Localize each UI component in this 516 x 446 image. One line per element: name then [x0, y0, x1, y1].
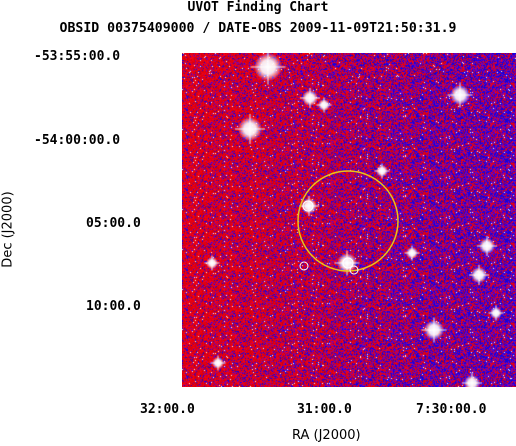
dec-tick-3: 05:00.0 — [86, 216, 141, 231]
source-region-circle — [297, 170, 399, 272]
sky-image-canvas — [182, 53, 516, 387]
dec-tick-2: -54:00:00.0 — [34, 133, 121, 148]
dec-tick-4: 10:00.0 — [86, 299, 141, 314]
ra-tick-3: 7:30:00.0 — [416, 402, 487, 417]
marker-circle — [342, 257, 354, 269]
marker-circle — [349, 265, 359, 275]
ra-tick-2: 31:00.0 — [297, 402, 352, 417]
dec-axis-label: Dec (J2000) — [0, 191, 16, 268]
ra-tick-1: 32:00.0 — [140, 402, 195, 417]
ra-axis-label: RA (J2000) — [292, 428, 361, 443]
marker-circle — [302, 200, 314, 212]
sky-image — [182, 53, 516, 387]
chart-title: UVOT Finding Chart — [187, 0, 329, 15]
region-overlay — [297, 170, 399, 275]
dec-tick-1: -53:55:00.0 — [34, 49, 121, 64]
marker-circle — [299, 261, 309, 271]
chart-subtitle: OBSID 00375409000 / DATE-OBS 2009-11-09T… — [59, 21, 457, 36]
